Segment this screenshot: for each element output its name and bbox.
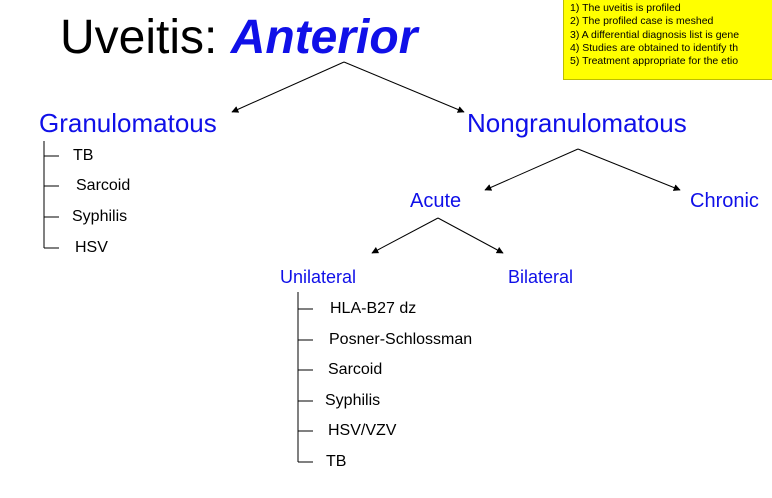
node-nongranulomatous: Nongranulomatous (467, 108, 687, 138)
arrow-to-granulomatous (231, 61, 345, 113)
node-acute: Acute (410, 190, 462, 212)
unilateral-item: HLA-B27 dz (330, 300, 417, 317)
arrow-to-nongranulomatous (343, 61, 465, 113)
note-line: 5) Treatment appropriate for the etio (570, 55, 739, 68)
unilateral-item: Syphilis (325, 392, 381, 409)
node-bilateral: Bilateral (508, 267, 574, 287)
unilateral-item: Posner-Schlossman (329, 331, 473, 348)
granulomatous-item: HSV (75, 239, 108, 256)
note-line: 3) A differential diagnosis list is gene (570, 28, 740, 41)
node-granulomatous: Granulomatous (39, 108, 217, 138)
node-unilateral: Unilateral (280, 267, 357, 287)
granulomatous-item: Sarcoid (76, 177, 131, 194)
unilateral-item: Sarcoid (328, 361, 383, 378)
slide-title: Uveitis: Anterior (60, 8, 417, 68)
granulomatous-item: TB (73, 147, 94, 164)
sticky-note: 1) The uveitis is profiled 2) The profil… (563, 0, 772, 80)
granulomatous-bracket (43, 141, 59, 249)
arrow-to-acute (484, 148, 579, 191)
unilateral-item: TB (326, 453, 347, 470)
title-prefix: Uveitis: (60, 11, 231, 64)
granulomatous-item: Syphilis (72, 208, 128, 225)
arrow-to-unilateral (371, 217, 439, 254)
unilateral-bracket (297, 292, 313, 463)
note-line: 2) The profiled case is meshed (570, 15, 714, 28)
arrow-to-bilateral (437, 217, 504, 254)
note-line: 1) The uveitis is profiled (570, 2, 681, 14)
node-chronic: Chronic (690, 190, 759, 212)
note-line: 4) Studies are obtained to identify th (570, 41, 739, 54)
title-emphasis: Anterior (230, 11, 418, 64)
unilateral-item: HSV/VZV (328, 422, 397, 439)
arrow-to-chronic (577, 148, 681, 191)
